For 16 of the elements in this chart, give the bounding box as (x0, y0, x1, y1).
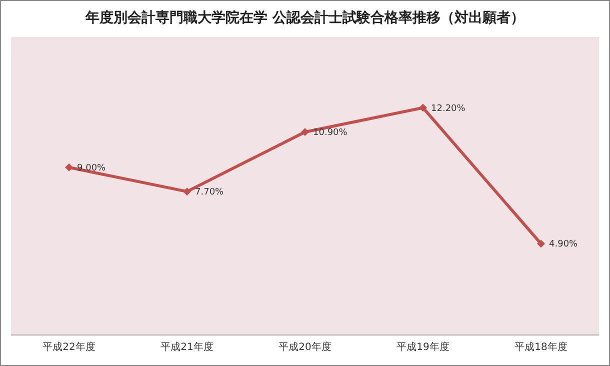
data-label: 4.90% (549, 240, 578, 250)
chart-title: 年度別会計専門職大学院在学 公認会計士試験合格率推移（対出願者） (84, 9, 526, 27)
point (419, 104, 427, 112)
x-tick-label: 平成22年度 (42, 341, 96, 354)
point (183, 188, 191, 196)
x-tick-label: 平成18年度 (514, 341, 568, 354)
x-tick-label: 平成19年度 (396, 341, 450, 354)
x-tick-label: 平成21年度 (160, 341, 214, 354)
data-label: 7.70% (195, 188, 224, 198)
x-tick-label: 平成20年度 (278, 341, 332, 354)
point (537, 240, 545, 248)
data-label: 12.20% (431, 104, 466, 114)
point (301, 128, 309, 136)
data-label: 9.00% (77, 163, 106, 174)
data-label: 10.90% (313, 128, 348, 138)
point (65, 163, 73, 172)
